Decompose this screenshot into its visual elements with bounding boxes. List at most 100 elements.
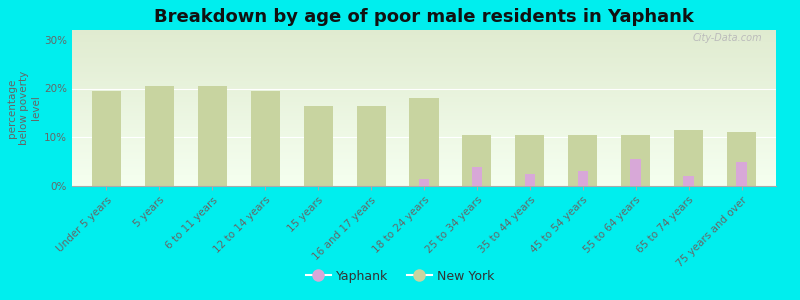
Bar: [72, 158, 776, 160]
Bar: [72, 161, 776, 163]
Bar: [72, 127, 776, 128]
Bar: [72, 97, 776, 99]
Bar: [72, 92, 776, 94]
Bar: [72, 56, 776, 58]
Bar: [72, 86, 776, 88]
Bar: [72, 75, 776, 77]
Bar: [72, 106, 776, 108]
Bar: [72, 110, 776, 111]
Bar: [674, 130, 703, 186]
Bar: [72, 173, 776, 175]
Bar: [72, 136, 776, 138]
Bar: [72, 183, 776, 184]
Bar: [72, 63, 776, 64]
Bar: [525, 174, 535, 186]
Bar: [72, 119, 776, 121]
Bar: [418, 179, 430, 186]
Bar: [72, 122, 776, 124]
Bar: [72, 167, 776, 169]
Bar: [462, 135, 491, 186]
Bar: [72, 70, 776, 72]
Bar: [72, 69, 776, 70]
Bar: [72, 121, 776, 122]
Bar: [72, 113, 776, 114]
Bar: [72, 83, 776, 85]
Bar: [72, 47, 776, 49]
Bar: [72, 178, 776, 180]
Bar: [72, 95, 776, 97]
Bar: [72, 105, 776, 106]
Bar: [72, 61, 776, 63]
Bar: [72, 66, 776, 68]
Bar: [72, 55, 776, 56]
Bar: [72, 91, 776, 92]
Bar: [72, 175, 776, 177]
Bar: [72, 184, 776, 186]
Bar: [72, 142, 776, 144]
Bar: [72, 52, 776, 53]
Bar: [72, 128, 776, 130]
Bar: [72, 78, 776, 80]
Bar: [410, 98, 438, 186]
Bar: [72, 124, 776, 125]
Bar: [72, 32, 776, 33]
Bar: [72, 180, 776, 181]
Bar: [72, 134, 776, 136]
Bar: [630, 159, 641, 186]
Bar: [72, 49, 776, 50]
Bar: [72, 150, 776, 152]
Bar: [72, 108, 776, 110]
Bar: [72, 46, 776, 47]
Bar: [72, 35, 776, 36]
Bar: [198, 86, 227, 186]
Bar: [72, 41, 776, 43]
Legend: Yaphank, New York: Yaphank, New York: [301, 265, 499, 288]
Bar: [72, 114, 776, 116]
Bar: [357, 106, 386, 186]
Title: Breakdown by age of poor male residents in Yaphank: Breakdown by age of poor male residents …: [154, 8, 694, 26]
Bar: [72, 144, 776, 146]
Bar: [72, 99, 776, 100]
Bar: [72, 133, 776, 134]
Bar: [72, 141, 776, 142]
Y-axis label: percentage
below poverty
level: percentage below poverty level: [6, 71, 42, 145]
Bar: [145, 86, 174, 186]
Bar: [72, 64, 776, 66]
Bar: [72, 170, 776, 172]
Bar: [578, 171, 588, 186]
Bar: [515, 135, 545, 186]
Bar: [72, 156, 776, 158]
Bar: [72, 131, 776, 133]
Bar: [72, 130, 776, 131]
Bar: [72, 88, 776, 89]
Bar: [72, 152, 776, 153]
Bar: [72, 82, 776, 83]
Bar: [72, 50, 776, 52]
Bar: [72, 80, 776, 82]
Bar: [72, 139, 776, 141]
Bar: [72, 116, 776, 117]
Bar: [303, 106, 333, 186]
Bar: [72, 39, 776, 41]
Bar: [72, 125, 776, 127]
Bar: [72, 58, 776, 60]
Bar: [683, 176, 694, 186]
Bar: [72, 181, 776, 183]
Bar: [72, 38, 776, 39]
Bar: [736, 162, 747, 186]
Bar: [472, 167, 482, 186]
Bar: [72, 43, 776, 44]
Bar: [72, 36, 776, 38]
Text: City-Data.com: City-Data.com: [692, 33, 762, 43]
Bar: [72, 177, 776, 178]
Bar: [568, 135, 598, 186]
Bar: [72, 169, 776, 170]
Bar: [72, 94, 776, 95]
Bar: [72, 146, 776, 147]
Bar: [72, 138, 776, 139]
Bar: [72, 74, 776, 75]
Bar: [621, 135, 650, 186]
Bar: [72, 60, 776, 61]
Bar: [72, 155, 776, 156]
Bar: [72, 68, 776, 69]
